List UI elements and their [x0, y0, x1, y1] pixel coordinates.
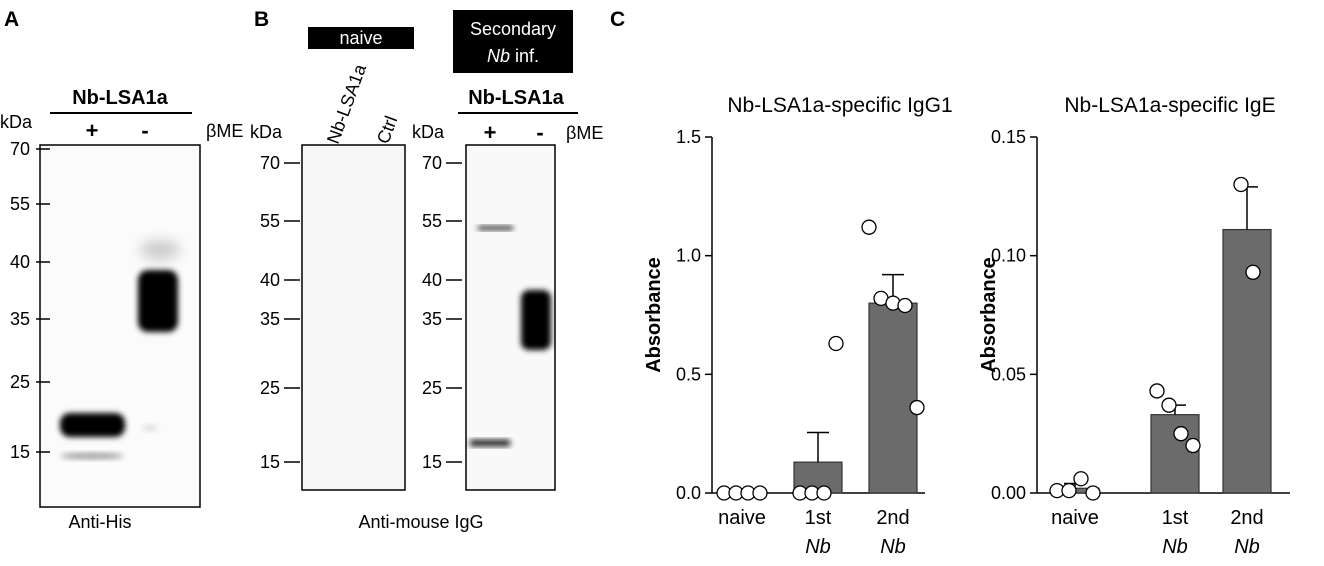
ladder-label: 55	[10, 194, 30, 214]
y-tick-label: 0.0	[676, 483, 701, 503]
secondary-label: Nb inf.	[487, 46, 539, 66]
data-point	[1185, 437, 1201, 454]
reagent: βME	[566, 123, 603, 143]
kda-label: kDa	[412, 122, 445, 142]
data-point	[1073, 471, 1089, 487]
naive-box	[308, 27, 414, 49]
ladder-label: 15	[422, 452, 442, 472]
plus: +	[484, 120, 497, 145]
data-point	[816, 485, 832, 501]
panel-label: C	[610, 8, 625, 31]
x-tick-label: 1st	[805, 507, 832, 529]
bar	[1150, 414, 1200, 494]
kda-label: kDa	[0, 112, 33, 132]
ladder-label: 70	[260, 153, 280, 173]
ladder-label: 15	[10, 442, 30, 462]
lane-label: Ctrl	[373, 113, 401, 146]
data-point	[752, 485, 768, 501]
y-tick-label: 0.00	[991, 483, 1026, 503]
bands	[470, 226, 551, 446]
ladder-label: 25	[260, 378, 280, 398]
x-tick-label: naive	[718, 507, 766, 529]
x-tick-label: Nb	[1162, 536, 1188, 558]
data-point	[897, 297, 913, 314]
ladder-label: 25	[422, 378, 442, 398]
ladder-label: 55	[260, 211, 280, 231]
protein-label: Nb-LSA1a	[468, 87, 564, 109]
y-axis-label: Absorbance	[978, 257, 1000, 373]
minus: -	[141, 118, 148, 143]
y-tick-label: 0.5	[676, 364, 701, 384]
ladder-label: 35	[260, 309, 280, 329]
ladder-label: 35	[422, 309, 442, 329]
y-axis-label: Absorbance	[643, 257, 665, 373]
bar	[868, 302, 918, 494]
data-point	[1245, 264, 1261, 280]
ladder-label: 35	[10, 309, 30, 329]
ladder-label: 40	[10, 252, 30, 272]
data-point	[1233, 176, 1249, 193]
bands	[60, 240, 180, 459]
chart-title: Nb-LSA1a-specific IgE	[1064, 94, 1275, 117]
ladder-label: 40	[422, 270, 442, 290]
secondary-box	[453, 10, 573, 73]
data-point	[861, 219, 877, 235]
chart-title: Nb-LSA1a-specific IgG1	[727, 94, 952, 117]
ladder-label: 15	[260, 452, 280, 472]
data-point	[909, 399, 925, 416]
x-tick-label: Nb	[880, 536, 906, 558]
ladder-label: 25	[10, 372, 30, 392]
minus: -	[536, 120, 543, 145]
blot	[301, 144, 406, 491]
naive-label: naive	[339, 28, 382, 48]
data-point	[1061, 482, 1077, 499]
plus: +	[86, 118, 99, 143]
antibody-label: Anti-mouse IgG	[358, 512, 483, 532]
data-point	[1161, 397, 1177, 413]
ladder-label: 55	[422, 211, 442, 231]
x-tick-label: 2nd	[876, 507, 909, 529]
ladder-label: 70	[422, 153, 442, 173]
antibody-label: Anti-His	[68, 512, 131, 532]
x-tick-label: naive	[1051, 507, 1099, 529]
x-tick-label: 2nd	[1230, 507, 1263, 529]
ladder-label: 40	[260, 270, 280, 290]
inf: inf.	[515, 46, 539, 66]
y-tick-label: 0.10	[991, 246, 1026, 266]
y-tick-label: 0.05	[991, 364, 1026, 384]
data-point	[1173, 426, 1189, 442]
reagent: βME	[206, 121, 243, 141]
y-tick-label: 1.5	[676, 127, 701, 147]
x-tick-label: 1st	[1162, 507, 1189, 529]
protein-label: Nb-LSA1a	[72, 87, 168, 109]
panel-label: A	[4, 8, 19, 31]
kda-label: kDa	[250, 122, 283, 142]
panel-label: B	[254, 8, 269, 31]
secondary-label: Secondary	[470, 19, 556, 39]
data-point	[1085, 485, 1101, 501]
data-point	[828, 335, 844, 352]
lane-label: Nb-LSA1a	[323, 61, 371, 147]
x-tick-label: Nb	[1234, 536, 1260, 558]
x-tick-label: Nb	[805, 536, 831, 558]
data-point	[1149, 383, 1165, 399]
y-tick-label: 0.15	[991, 127, 1026, 147]
nb: Nb	[487, 46, 510, 66]
ladder-label: 70	[10, 139, 30, 159]
y-tick-label: 1.0	[676, 246, 701, 266]
